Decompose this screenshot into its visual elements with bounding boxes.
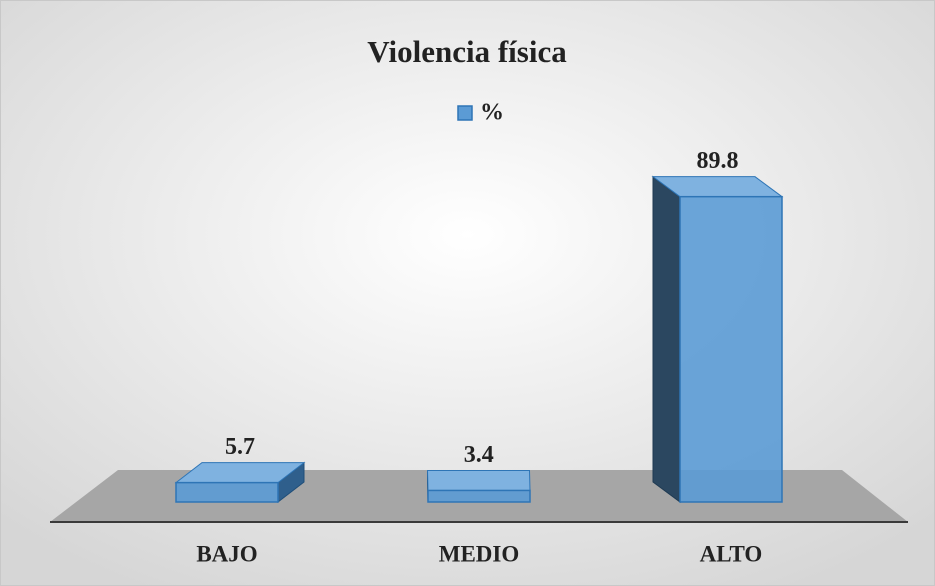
bar [679, 195, 783, 503]
chart-title: Violencia física [367, 34, 567, 69]
x-tick-label: ALTO [700, 541, 763, 566]
legend-swatch [457, 105, 473, 121]
legend-label: % [480, 100, 504, 126]
x-tick-label: BAJO [196, 541, 257, 566]
x-tick-label: MEDIO [439, 541, 520, 566]
data-label: 5.7 [225, 434, 255, 460]
bar-side [652, 175, 681, 503]
bar [175, 481, 279, 503]
data-label: 3.4 [464, 442, 494, 468]
data-label: 89.8 [697, 148, 739, 174]
bar [427, 489, 531, 503]
bar-top [426, 469, 531, 491]
